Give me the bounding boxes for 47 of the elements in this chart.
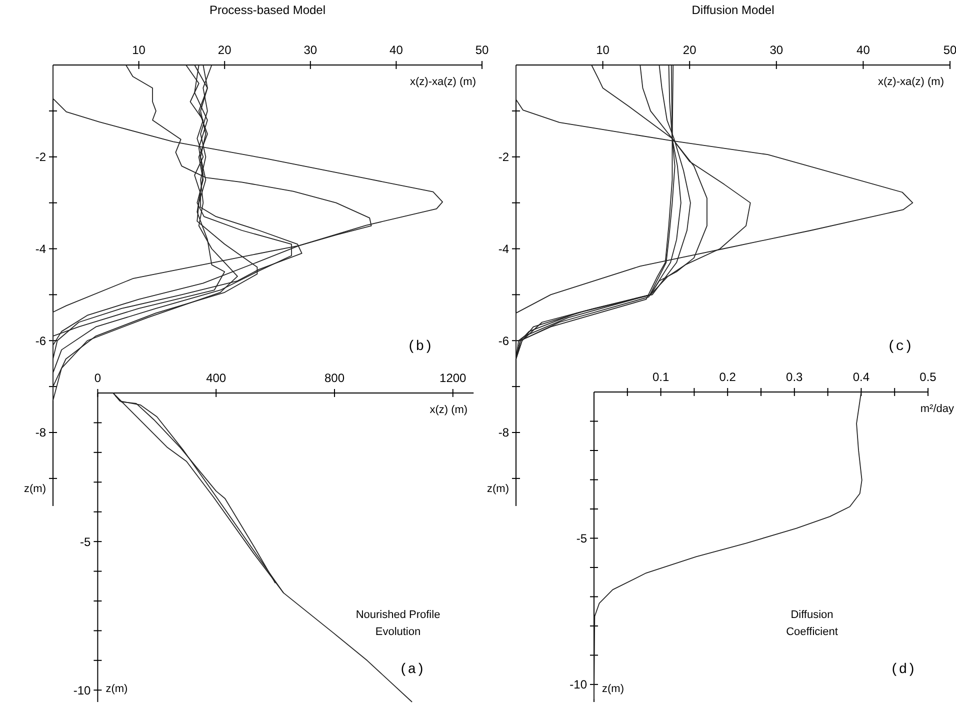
chart-title: Diffusion Model xyxy=(692,3,774,17)
x-tick-label: 50 xyxy=(943,43,956,57)
y-tick-label: -2 xyxy=(35,150,46,164)
annotation: Nourished Profile Evolution xyxy=(356,609,440,638)
x-tick-label: 10 xyxy=(132,43,146,57)
x-tick-label: 0.3 xyxy=(786,370,804,384)
annotation: (d) xyxy=(890,662,916,678)
y-tick-label: -6 xyxy=(498,334,510,348)
x-axis-title: m²/day xyxy=(920,403,954,415)
y-tick-label: -10 xyxy=(73,683,92,698)
annotation: (c) xyxy=(887,339,913,355)
chart-title: Process-based Model xyxy=(209,3,326,17)
y-axis-title: z(m) xyxy=(24,483,46,495)
x-tick-label: 40 xyxy=(856,43,870,57)
y-axis-title: z(m) xyxy=(106,683,128,695)
y-tick-label: -5 xyxy=(80,534,92,549)
x-tick-label: 0 xyxy=(94,371,102,385)
x-tick-label: 20 xyxy=(218,43,232,57)
x-tick-label: 400 xyxy=(206,371,226,385)
x-tick-label: 40 xyxy=(390,43,404,57)
y-tick-label: -4 xyxy=(498,242,510,256)
annotation: Diffusion Coefficient xyxy=(786,609,838,638)
x-tick-label: 0.4 xyxy=(852,370,870,384)
x-tick-label: 50 xyxy=(475,43,489,57)
x-tick-label: 0.2 xyxy=(719,370,736,384)
annotation: (a) xyxy=(399,662,425,678)
x-tick-label: 0.1 xyxy=(652,370,670,384)
y-tick-label: -5 xyxy=(576,531,588,546)
x-tick-label: 800 xyxy=(324,371,345,385)
y-tick-label: -10 xyxy=(570,678,588,692)
x-tick-label: 20 xyxy=(682,43,697,57)
annotation: (b) xyxy=(407,339,433,355)
y-tick-label: -6 xyxy=(35,334,46,348)
y-tick-label: -4 xyxy=(35,242,46,256)
y-tick-label: -8 xyxy=(35,426,46,440)
x-tick-label: 10 xyxy=(596,43,610,57)
x-tick-label: 30 xyxy=(770,43,784,57)
y-axis-title: z(m) xyxy=(602,683,624,695)
y-tick-label: -8 xyxy=(498,426,510,440)
x-axis-title: x(z)-xa(z) (m) xyxy=(410,76,476,88)
y-tick-label: -2 xyxy=(498,150,510,164)
x-tick-label: 0.5 xyxy=(920,370,937,384)
x-axis-title: x(z)-xa(z) (m) xyxy=(878,76,944,88)
x-tick-label: 30 xyxy=(304,43,318,57)
x-axis-title: x(z) (m) xyxy=(430,404,468,416)
x-tick-label: 1200 xyxy=(440,371,467,385)
y-axis-title: z(m) xyxy=(487,483,509,495)
